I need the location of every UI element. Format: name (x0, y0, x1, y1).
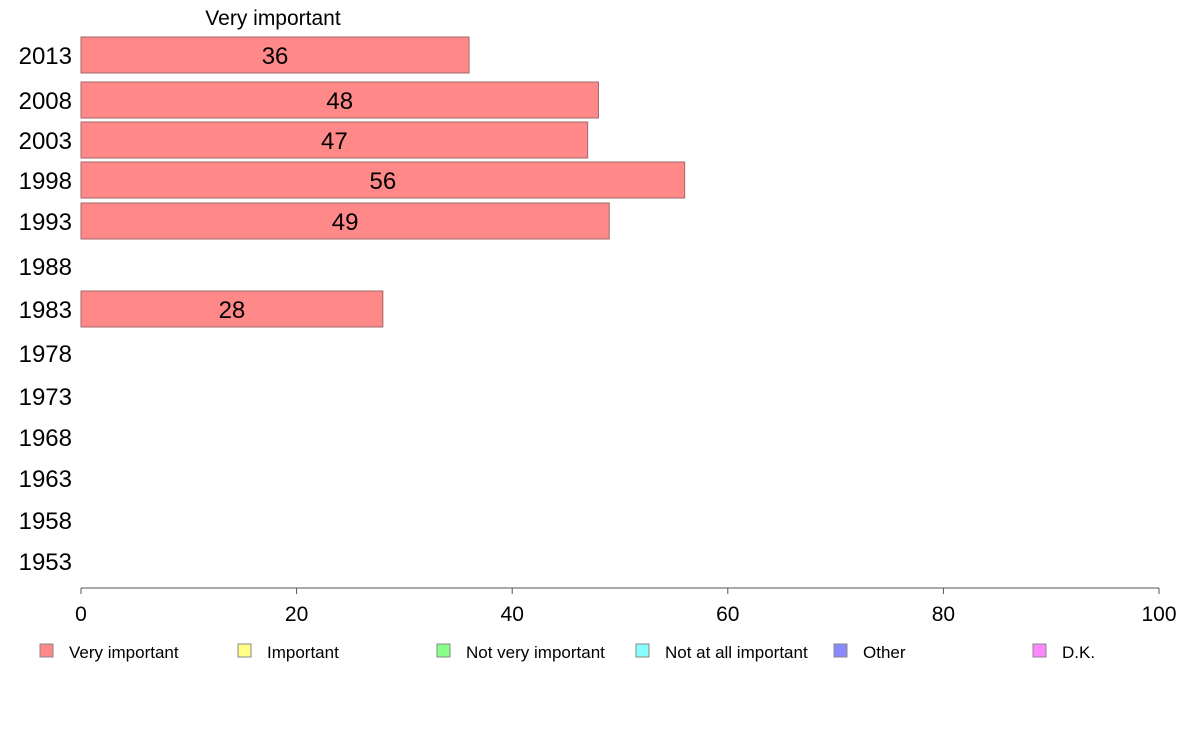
category-label: 2013 (19, 43, 72, 70)
x-tick-label: 0 (75, 603, 87, 626)
legend-label: Other (863, 643, 906, 662)
bar-value-label: 47 (321, 128, 348, 155)
legend-label: Not very important (466, 643, 605, 662)
bar-value-label: 36 (262, 43, 289, 70)
legend-swatch (436, 643, 451, 658)
bar (80, 290, 384, 328)
legend-label: D.K. (1062, 643, 1095, 662)
legend-swatch (833, 643, 848, 658)
legend-swatch (39, 643, 54, 658)
legend-swatch (1032, 643, 1047, 658)
legend-item: D.K. (1032, 643, 1095, 662)
bar-value-label: 28 (219, 297, 246, 324)
legend-swatch (635, 643, 650, 658)
legend-label: Very important (69, 643, 179, 662)
category-label: 1973 (19, 384, 72, 411)
x-tick-label: 20 (285, 603, 308, 626)
column-heading: Very important (205, 7, 341, 30)
category-label: 1963 (19, 466, 72, 493)
bars (80, 36, 686, 328)
legend-label: Not at all important (665, 643, 808, 662)
bar-value-labels: 36 48 47 56 49 28 (219, 43, 397, 324)
bar-value-label: 48 (326, 88, 353, 115)
legend-item: Not at all important (635, 643, 808, 662)
category-label: 2003 (19, 128, 72, 155)
legend-label: Important (267, 643, 339, 662)
bar-value-label: 56 (369, 168, 396, 195)
category-label: 1968 (19, 425, 72, 452)
legend-item: Other (833, 643, 906, 662)
category-label: 1983 (19, 297, 72, 324)
category-label: 1958 (19, 508, 72, 535)
x-tick-label: 60 (716, 603, 739, 626)
legend: Very important Important Not very importan… (39, 643, 1095, 662)
x-tick-label: 100 (1141, 603, 1176, 626)
bar (80, 202, 610, 240)
category-label: 1953 (19, 549, 72, 576)
bar (80, 161, 686, 199)
bar-value-label: 49 (332, 209, 359, 236)
x-tick-label: 80 (932, 603, 955, 626)
category-labels: 2013 2008 2003 1998 1993 1988 1983 1978 1973 1968… (19, 43, 72, 576)
legend-item: Very important (39, 643, 179, 662)
legend-swatch (237, 643, 252, 658)
x-tick-label: 40 (501, 603, 524, 626)
bar (80, 36, 470, 74)
category-label: 2008 (19, 88, 72, 115)
x-axis: 0 20 40 60 80 100 (75, 587, 1177, 626)
category-label: 1998 (19, 168, 72, 195)
legend-item: Important (237, 643, 339, 662)
bar (80, 121, 589, 159)
category-label: 1978 (19, 341, 72, 368)
legend-item: Not very important (436, 643, 605, 662)
category-label: 1988 (19, 254, 72, 281)
bar (80, 81, 599, 119)
category-label: 1993 (19, 209, 72, 236)
